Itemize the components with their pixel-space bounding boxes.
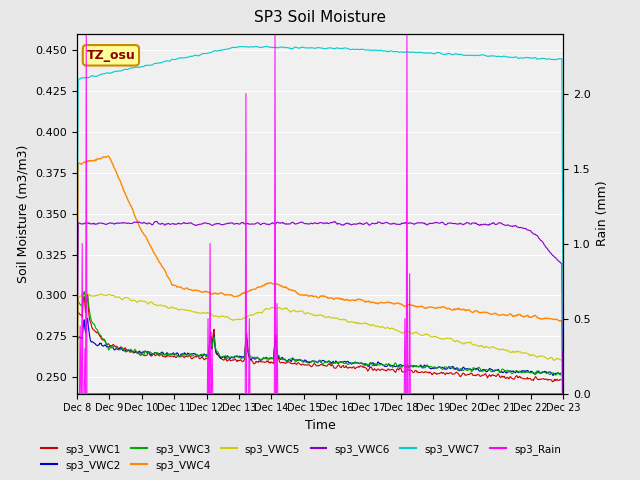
sp3_VWC7 — [73, 359, 81, 365]
sp3_VWC1 — [73, 467, 81, 473]
sp3_VWC3 — [182, 352, 189, 358]
sp3_VWC3 — [207, 341, 215, 347]
sp3_VWC4 — [182, 286, 189, 291]
sp3_VWC2 — [207, 341, 215, 347]
Line: sp3_VWC5: sp3_VWC5 — [77, 294, 563, 480]
sp3_VWC5 — [132, 299, 140, 305]
sp3_VWC6 — [207, 222, 215, 228]
sp3_VWC7 — [132, 64, 140, 70]
sp3_VWC2 — [394, 363, 401, 369]
sp3_VWC4 — [105, 153, 113, 159]
sp3_VWC5 — [207, 312, 215, 317]
sp3_VWC4 — [132, 216, 140, 222]
sp3_VWC1 — [394, 366, 401, 372]
Y-axis label: Rain (mm): Rain (mm) — [596, 181, 609, 246]
sp3_VWC2 — [84, 315, 92, 321]
sp3_VWC7 — [207, 49, 214, 55]
Line: sp3_VWC7: sp3_VWC7 — [77, 47, 563, 362]
sp3_VWC4 — [207, 291, 215, 297]
sp3_VWC1 — [132, 350, 140, 356]
Line: sp3_VWC6: sp3_VWC6 — [77, 221, 563, 473]
X-axis label: Time: Time — [305, 419, 335, 432]
Line: sp3_VWC3: sp3_VWC3 — [77, 292, 563, 480]
Line: sp3_VWC2: sp3_VWC2 — [77, 318, 563, 480]
sp3_VWC6 — [153, 218, 161, 224]
sp3_VWC5 — [83, 291, 91, 297]
sp3_VWC5 — [82, 291, 90, 297]
sp3_VWC3 — [81, 289, 88, 295]
sp3_VWC5 — [394, 327, 401, 333]
sp3_VWC3 — [132, 349, 140, 355]
sp3_VWC4 — [380, 300, 387, 306]
sp3_VWC2 — [182, 351, 189, 357]
sp3_VWC4 — [394, 300, 401, 306]
sp3_VWC3 — [73, 458, 81, 464]
sp3_VWC2 — [132, 349, 140, 355]
sp3_VWC1 — [182, 354, 189, 360]
sp3_VWC7 — [263, 44, 271, 49]
sp3_VWC6 — [182, 220, 189, 226]
sp3_VWC2 — [380, 362, 387, 368]
Line: sp3_VWC1: sp3_VWC1 — [77, 293, 563, 480]
sp3_VWC4 — [82, 159, 90, 165]
sp3_VWC6 — [380, 220, 387, 226]
sp3_VWC3 — [394, 364, 401, 370]
sp3_VWC7 — [394, 48, 401, 54]
sp3_VWC1 — [81, 290, 88, 296]
sp3_VWC5 — [182, 307, 189, 313]
sp3_VWC6 — [82, 220, 90, 226]
Line: sp3_VWC4: sp3_VWC4 — [77, 156, 563, 480]
sp3_VWC7 — [380, 48, 387, 54]
sp3_VWC4 — [73, 410, 81, 416]
Y-axis label: Soil Moisture (m3/m3): Soil Moisture (m3/m3) — [17, 144, 29, 283]
sp3_VWC6 — [132, 219, 140, 225]
sp3_VWC3 — [83, 296, 90, 302]
sp3_VWC1 — [380, 367, 387, 373]
sp3_VWC3 — [380, 362, 387, 368]
sp3_VWC1 — [207, 340, 215, 346]
Legend: sp3_VWC1, sp3_VWC2, sp3_VWC3, sp3_VWC4, sp3_VWC5, sp3_VWC6, sp3_VWC7, sp3_Rain: sp3_VWC1, sp3_VWC2, sp3_VWC3, sp3_VWC4, … — [37, 439, 565, 475]
sp3_VWC6 — [73, 445, 81, 451]
sp3_VWC7 — [181, 55, 189, 61]
sp3_VWC1 — [83, 301, 90, 307]
sp3_VWC2 — [82, 330, 90, 336]
sp3_VWC5 — [380, 324, 387, 330]
sp3_VWC6 — [559, 470, 567, 476]
sp3_VWC7 — [82, 75, 90, 81]
Text: SP3 Soil Moisture: SP3 Soil Moisture — [254, 10, 386, 24]
sp3_VWC7 — [559, 348, 567, 353]
sp3_VWC6 — [394, 221, 401, 227]
Text: TZ_osu: TZ_osu — [86, 49, 135, 62]
